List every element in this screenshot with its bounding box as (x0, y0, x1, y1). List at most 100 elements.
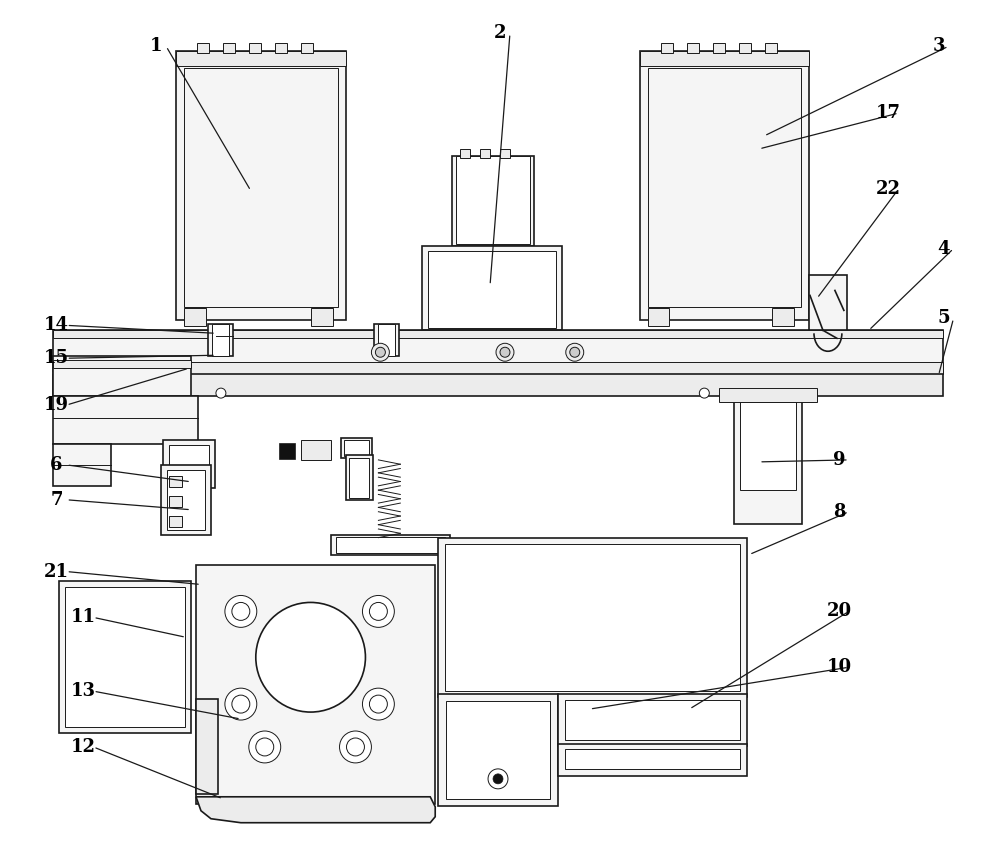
Bar (341, 438, 372, 458)
Bar (446, 701, 550, 799)
Text: 20: 20 (826, 603, 851, 621)
Bar (344, 440, 369, 456)
Text: 13: 13 (71, 682, 96, 700)
Circle shape (225, 688, 257, 720)
Text: 19: 19 (44, 396, 69, 414)
Circle shape (375, 347, 385, 357)
Text: 12: 12 (71, 738, 96, 756)
Bar (311, 309, 333, 327)
Bar (169, 496, 182, 507)
Bar (640, 51, 809, 66)
Bar (301, 440, 331, 460)
Bar (428, 251, 556, 328)
Circle shape (496, 343, 514, 361)
Circle shape (369, 695, 387, 713)
Text: 2: 2 (494, 24, 506, 42)
Bar (223, 44, 235, 53)
Bar (208, 324, 233, 357)
Bar (809, 275, 847, 335)
Bar (169, 476, 182, 486)
Bar (734, 396, 802, 523)
Text: 21: 21 (44, 563, 69, 581)
Bar (53, 357, 191, 396)
Text: 10: 10 (826, 658, 851, 676)
Circle shape (699, 388, 709, 398)
Bar (212, 324, 229, 357)
Bar (275, 44, 287, 53)
Bar (640, 51, 809, 321)
Bar (53, 330, 943, 372)
Circle shape (570, 347, 580, 357)
Bar (336, 537, 445, 552)
Text: 4: 4 (937, 239, 950, 257)
Text: 17: 17 (876, 104, 901, 122)
Bar (53, 396, 198, 444)
Bar (196, 699, 218, 793)
Circle shape (362, 688, 394, 720)
Text: 8: 8 (833, 503, 845, 521)
Circle shape (347, 738, 364, 756)
Text: 6: 6 (50, 456, 63, 474)
Text: 15: 15 (44, 349, 69, 368)
Bar (53, 360, 191, 369)
Bar (349, 458, 369, 498)
Bar (53, 444, 111, 486)
Bar (565, 700, 740, 740)
Bar (53, 363, 943, 374)
Circle shape (256, 603, 365, 712)
Bar (456, 156, 530, 244)
Bar (648, 309, 669, 327)
Circle shape (225, 595, 257, 628)
Bar (500, 149, 510, 158)
Text: 22: 22 (876, 180, 901, 198)
Polygon shape (196, 797, 435, 823)
Bar (661, 44, 673, 53)
Circle shape (500, 347, 510, 357)
Text: 14: 14 (44, 316, 69, 334)
Text: 3: 3 (932, 38, 945, 56)
Bar (765, 44, 777, 53)
Bar (438, 694, 558, 805)
Bar (167, 470, 205, 529)
Bar (558, 694, 747, 746)
Circle shape (371, 343, 389, 361)
Text: 7: 7 (50, 491, 63, 509)
Bar (169, 445, 209, 483)
Bar (169, 516, 182, 527)
Bar (445, 544, 740, 691)
Bar (301, 44, 313, 53)
Bar (565, 749, 740, 769)
Circle shape (216, 388, 226, 398)
Bar (740, 402, 796, 490)
Circle shape (256, 738, 274, 756)
Bar (374, 324, 399, 357)
Bar (184, 68, 338, 308)
Circle shape (340, 731, 371, 763)
Bar (480, 149, 490, 158)
Circle shape (493, 774, 503, 784)
Bar (163, 440, 215, 488)
Bar (719, 388, 817, 402)
Bar (65, 587, 185, 727)
Bar (772, 309, 794, 327)
Circle shape (488, 769, 508, 789)
Bar (648, 68, 801, 308)
Bar (687, 44, 699, 53)
Bar (346, 455, 373, 500)
Bar (196, 564, 435, 804)
Bar (59, 581, 191, 733)
Bar (438, 538, 747, 697)
Bar (279, 443, 295, 459)
Bar (53, 374, 943, 396)
Text: 5: 5 (937, 310, 950, 327)
Text: 1: 1 (150, 38, 162, 56)
Bar (184, 309, 206, 327)
Bar (739, 44, 751, 53)
Text: 11: 11 (71, 609, 96, 627)
Circle shape (249, 731, 281, 763)
Bar (53, 330, 943, 339)
Bar (161, 465, 211, 534)
Bar (176, 51, 346, 66)
Bar (713, 44, 725, 53)
Bar (460, 149, 470, 158)
